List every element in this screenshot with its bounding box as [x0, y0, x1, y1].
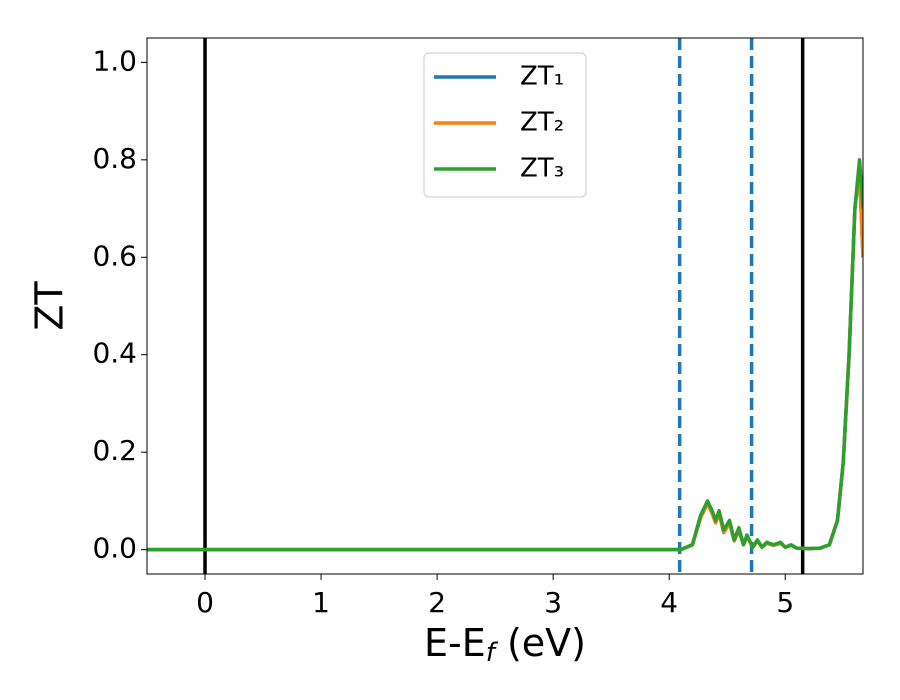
x-tick-label: 5: [776, 586, 794, 619]
y-tick-label: 0.6: [92, 239, 137, 272]
legend: ZT₁ ZT₂ ZT₃: [423, 52, 587, 198]
y-tick-label: 0.8: [92, 142, 137, 175]
x-axis-label: E-Ef (eV): [424, 621, 586, 668]
legend-box: [423, 52, 587, 198]
legend-label: ZT₁: [520, 62, 564, 92]
y-tick-label: 1.0: [92, 44, 137, 77]
plot-area: [147, 38, 863, 574]
x-tick-label: 3: [544, 586, 562, 619]
x-tick-label: 1: [312, 586, 330, 619]
y-tick-label: 0.2: [92, 434, 137, 467]
y-axis-label: ZT: [28, 281, 72, 331]
y-tick-label: 0.4: [92, 337, 137, 370]
legend-label: ZT₂: [520, 108, 564, 138]
x-tick-label: 4: [660, 586, 678, 619]
x-tick-label: 2: [428, 586, 446, 619]
x-tick-label: 0: [196, 586, 214, 619]
series-line: [147, 158, 863, 552]
plot-frame: [146, 37, 864, 575]
legend-label: ZT₃: [520, 154, 564, 184]
y-tick-label: 0.0: [92, 532, 137, 565]
